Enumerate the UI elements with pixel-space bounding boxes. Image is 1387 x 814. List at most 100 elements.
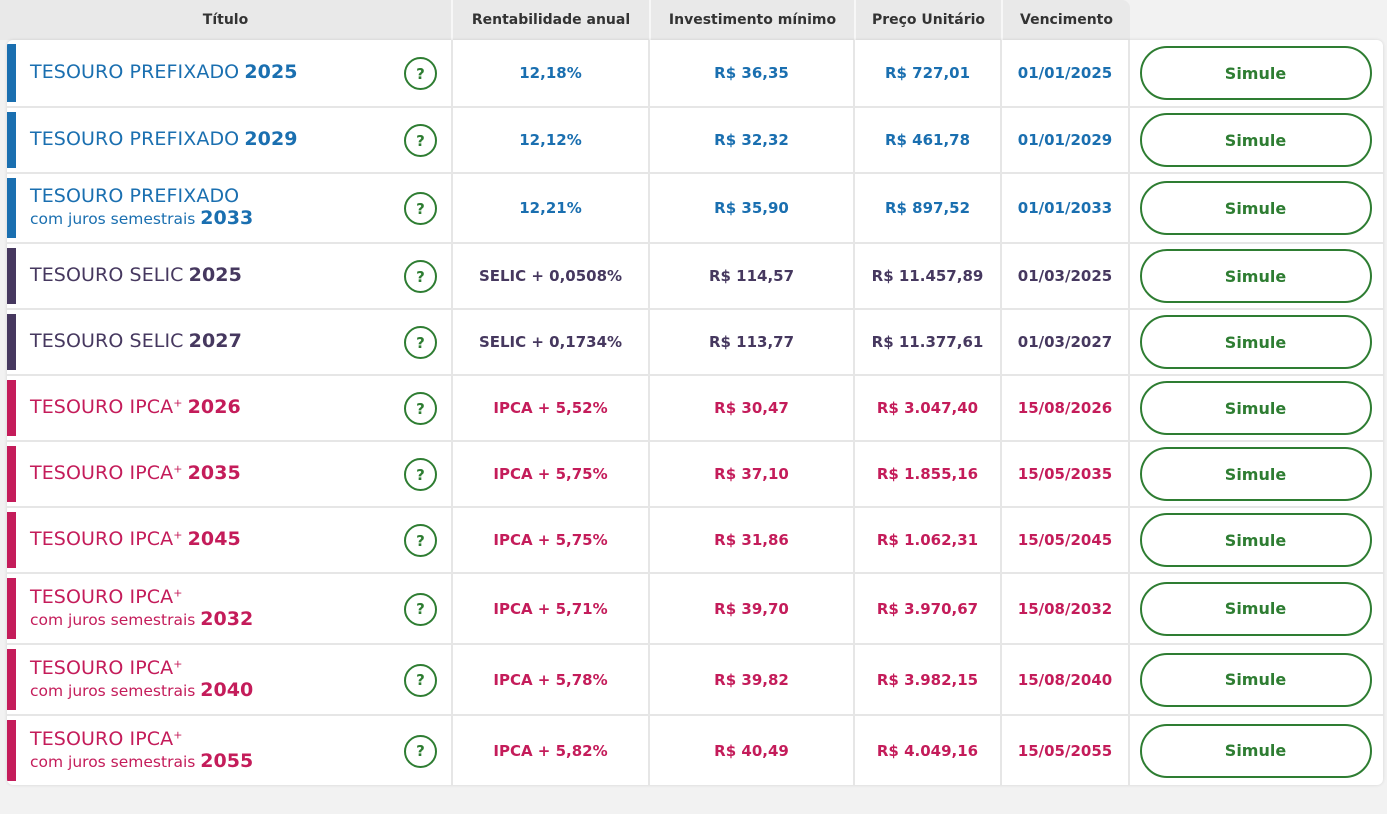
header-titulo: Título xyxy=(0,0,453,40)
simule-button[interactable]: Simule xyxy=(1139,46,1372,100)
help-icon[interactable]: ? xyxy=(404,260,437,293)
titulo-name: TESOURO SELIC 2025 xyxy=(7,264,242,287)
titulo-name: TESOURO IPCA+ 2035 xyxy=(7,462,241,485)
preco-value: R$ 11.457,89 xyxy=(855,244,1002,308)
table-row: TESOURO SELIC 2027 ? SELIC + 0,1734% R$ … xyxy=(7,308,1383,374)
titulo-year: 2029 xyxy=(244,128,298,151)
help-icon[interactable]: ? xyxy=(404,592,437,626)
preco-value: R$ 1.062,31 xyxy=(855,508,1002,572)
vencimento-value: 01/01/2025 xyxy=(1002,40,1130,106)
table-row: TESOURO IPCA+ com juros semestrais 2055 … xyxy=(7,714,1383,785)
category-color-bar xyxy=(7,314,16,370)
rentabilidade-value: SELIC + 0,1734% xyxy=(453,310,650,374)
investimento-value: R$ 31,86 xyxy=(650,508,855,572)
preco-value: R$ 727,01 xyxy=(855,40,1002,106)
titulo-name: TESOURO IPCA+ com juros semestrais 2032 xyxy=(7,586,254,631)
titulo-sub: com juros semestrais xyxy=(30,681,196,700)
titulo-name: TESOURO IPCA+ 2045 xyxy=(7,528,241,551)
category-color-bar xyxy=(7,649,16,710)
table-row: TESOURO SELIC 2025 ? SELIC + 0,0508% R$ … xyxy=(7,242,1383,308)
vencimento-value: 15/08/2040 xyxy=(1002,645,1130,714)
titulo-label: TESOURO PREFIXADO xyxy=(30,185,240,208)
ipca-plus-sign: + xyxy=(173,657,183,671)
investimento-value: R$ 114,57 xyxy=(650,244,855,308)
ipca-plus-sign: + xyxy=(173,728,183,742)
simule-button[interactable]: Simule xyxy=(1139,113,1372,167)
titulo-label: TESOURO IPCA xyxy=(30,396,174,419)
titulo-sub: com juros semestrais xyxy=(30,210,196,228)
vencimento-value: 01/01/2033 xyxy=(1002,174,1130,242)
table-row: TESOURO IPCA+ 2026 ? IPCA + 5,52% R$ 30,… xyxy=(7,374,1383,440)
help-icon[interactable]: ? xyxy=(404,663,437,697)
category-color-bar xyxy=(7,178,16,238)
help-icon[interactable]: ? xyxy=(404,124,437,157)
simule-button[interactable]: Simule xyxy=(1139,652,1372,707)
vencimento-value: 15/05/2055 xyxy=(1002,716,1130,785)
titulo-name: TESOURO IPCA+ com juros semestrais 2040 xyxy=(7,657,253,702)
category-color-bar xyxy=(7,248,16,304)
titulo-year: 2055 xyxy=(200,749,254,772)
table-row: TESOURO IPCA+ com juros semestrais 2032 … xyxy=(7,572,1383,643)
rentabilidade-value: IPCA + 5,52% xyxy=(453,376,650,440)
titulo-name: TESOURO PREFIXADO 2029 xyxy=(7,128,298,151)
simule-button[interactable]: Simule xyxy=(1139,513,1372,567)
titulo-label: TESOURO SELIC xyxy=(30,264,184,287)
titulo-label: TESOURO IPCA xyxy=(30,727,174,750)
titulo-name: TESOURO PREFIXADO 2025 xyxy=(7,61,298,84)
vencimento-value: 01/03/2025 xyxy=(1002,244,1130,308)
help-icon[interactable]: ? xyxy=(404,734,437,768)
simule-button[interactable]: Simule xyxy=(1139,447,1372,501)
titulo-name: TESOURO IPCA+ 2026 xyxy=(7,396,241,419)
preco-value: R$ 11.377,61 xyxy=(855,310,1002,374)
titulo-year: 2025 xyxy=(244,61,298,84)
simule-button[interactable]: Simule xyxy=(1139,249,1372,303)
rentabilidade-value: IPCA + 5,75% xyxy=(453,442,650,506)
investimento-value: R$ 113,77 xyxy=(650,310,855,374)
vencimento-value: 15/05/2035 xyxy=(1002,442,1130,506)
help-icon[interactable]: ? xyxy=(404,57,437,90)
titulo-label: TESOURO IPCA xyxy=(30,528,174,551)
simule-button[interactable]: Simule xyxy=(1139,723,1372,778)
help-icon[interactable]: ? xyxy=(404,326,437,359)
help-icon[interactable]: ? xyxy=(404,458,437,491)
rentabilidade-value: IPCA + 5,82% xyxy=(453,716,650,785)
ipca-plus-sign: + xyxy=(173,396,183,410)
category-color-bar xyxy=(7,112,16,168)
rentabilidade-value: 12,12% xyxy=(453,108,650,172)
investimento-value: R$ 35,90 xyxy=(650,174,855,242)
preco-value: R$ 4.049,16 xyxy=(855,716,1002,785)
vencimento-value: 01/03/2027 xyxy=(1002,310,1130,374)
help-icon[interactable]: ? xyxy=(404,524,437,557)
category-color-bar xyxy=(7,512,16,568)
header-rentabilidade: Rentabilidade anual xyxy=(453,0,651,40)
category-color-bar xyxy=(7,380,16,436)
investimento-value: R$ 32,32 xyxy=(650,108,855,172)
ipca-plus-sign: + xyxy=(173,462,183,476)
titulo-year: 2026 xyxy=(187,396,241,419)
investimento-value: R$ 40,49 xyxy=(650,716,855,785)
simule-button[interactable]: Simule xyxy=(1139,581,1372,636)
rentabilidade-value: IPCA + 5,75% xyxy=(453,508,650,572)
category-color-bar xyxy=(7,446,16,502)
titulo-label: TESOURO PREFIXADO xyxy=(30,61,240,84)
preco-value: R$ 3.047,40 xyxy=(855,376,1002,440)
table-row: TESOURO PREFIXADO 2029 ? 12,12% R$ 32,32… xyxy=(7,106,1383,172)
titulo-year: 2032 xyxy=(200,607,254,630)
titulo-name: TESOURO IPCA+ com juros semestrais 2055 xyxy=(7,727,254,773)
vencimento-value: 15/08/2026 xyxy=(1002,376,1130,440)
table-row: TESOURO IPCA+ com juros semestrais 2040 … xyxy=(7,643,1383,714)
ipca-plus-sign: + xyxy=(173,528,183,542)
titulos-table: TESOURO PREFIXADO 2025 ? 12,18% R$ 36,35… xyxy=(7,40,1383,785)
help-icon[interactable]: ? xyxy=(404,192,437,225)
investimento-value: R$ 39,70 xyxy=(650,574,855,643)
simule-button[interactable]: Simule xyxy=(1139,381,1372,435)
titulo-name: TESOURO SELIC 2027 xyxy=(7,330,242,353)
ipca-plus-sign: + xyxy=(173,586,183,600)
help-icon[interactable]: ? xyxy=(404,392,437,425)
titulo-label: TESOURO PREFIXADO xyxy=(30,128,240,151)
simule-button[interactable]: Simule xyxy=(1139,181,1372,235)
simule-button[interactable]: Simule xyxy=(1139,315,1372,369)
titulo-sub: com juros semestrais xyxy=(30,610,196,629)
table-header: Título Rentabilidade anual Investimento … xyxy=(0,0,1130,40)
titulo-year: 2025 xyxy=(188,264,242,287)
